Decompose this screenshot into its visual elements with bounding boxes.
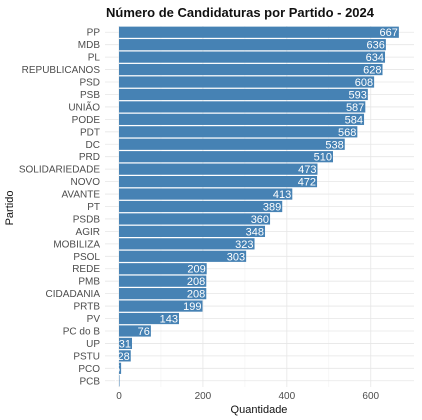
data-label: 28 xyxy=(117,351,129,363)
y-tick-label: PSOL xyxy=(73,252,100,263)
bar xyxy=(119,63,383,76)
bar xyxy=(119,200,283,213)
y-tick-label: PSB xyxy=(80,90,100,101)
data-label: 413 xyxy=(273,189,291,201)
x-tick-label: 200 xyxy=(195,391,212,402)
bar xyxy=(119,101,366,113)
y-tick-label: AGIR xyxy=(76,227,100,238)
y-tick-label: PP xyxy=(87,28,101,39)
y-tick-label: UNIÃO xyxy=(68,100,100,113)
data-label: 634 xyxy=(366,52,384,64)
bar xyxy=(119,325,151,337)
bar xyxy=(119,362,122,374)
bar xyxy=(119,138,345,150)
bar xyxy=(119,337,133,350)
y-tick-label: REDE xyxy=(72,264,100,275)
data-label: 208 xyxy=(187,289,205,301)
bar xyxy=(119,275,207,287)
data-label: 303 xyxy=(227,251,245,263)
data-label: 608 xyxy=(355,77,373,89)
y-tick-label: PCB xyxy=(79,376,100,387)
x-tick-label: 600 xyxy=(362,391,379,402)
y-tick-label: SOLIDARIEDADE xyxy=(19,165,100,176)
data-label: 31 xyxy=(119,338,131,350)
y-tick-label: PV xyxy=(87,314,101,325)
x-axis-title: Quantidade xyxy=(231,404,288,416)
data-label: 1 xyxy=(112,376,118,388)
data-label: 510 xyxy=(314,152,332,164)
y-tick-label: PODE xyxy=(72,115,101,126)
y-axis-tick-labels: PPMDBPLREPUBLICANOSPSDPSBUNIÃOPODEPDTDCP… xyxy=(19,28,101,388)
y-tick-label: MDB xyxy=(78,40,101,51)
data-label: 348 xyxy=(246,226,264,238)
bar xyxy=(119,350,131,362)
y-tick-label: PL xyxy=(88,53,101,64)
bar xyxy=(119,213,271,225)
bar xyxy=(119,375,120,387)
x-axis-tick-labels: 0 200 400 600 xyxy=(116,391,379,402)
bar xyxy=(119,26,399,38)
bar xyxy=(119,39,386,51)
y-tick-label: PMB xyxy=(78,277,100,288)
y-tick-label: AVANTE xyxy=(61,190,100,201)
y-tick-label: PCO xyxy=(78,364,100,375)
y-tick-label: MOBILIZA xyxy=(53,239,100,250)
y-tick-label: PT xyxy=(87,202,100,213)
y-tick-label: NOVO xyxy=(71,177,101,188)
data-label: 628 xyxy=(363,65,381,77)
y-tick-label: UP xyxy=(86,339,100,350)
y-axis-title: Partido xyxy=(4,191,16,226)
y-tick-label: REPUBLICANOS xyxy=(22,65,101,76)
data-label: 472 xyxy=(298,177,316,189)
bar xyxy=(119,163,318,175)
y-tick-label: PRTB xyxy=(74,302,101,313)
x-tick-label: 400 xyxy=(278,391,295,402)
y-tick-label: PSTU xyxy=(73,351,100,362)
data-label: 360 xyxy=(251,214,269,226)
bar xyxy=(119,126,358,138)
bars xyxy=(119,26,399,387)
data-label: 5 xyxy=(114,363,120,375)
bar xyxy=(119,250,247,262)
data-label: 636 xyxy=(367,40,385,52)
bar xyxy=(119,238,255,250)
data-label: 538 xyxy=(325,139,343,151)
bar xyxy=(119,300,203,312)
data-label: 209 xyxy=(187,264,205,276)
data-label: 389 xyxy=(263,202,281,214)
y-tick-label: DC xyxy=(86,140,100,151)
bar xyxy=(119,225,266,237)
bar xyxy=(119,76,375,88)
data-label: 473 xyxy=(298,164,316,176)
bar xyxy=(119,176,318,188)
x-tick-label: 0 xyxy=(116,391,122,402)
bar xyxy=(119,312,180,325)
y-tick-label: PDT xyxy=(80,127,100,138)
data-label: 587 xyxy=(346,102,364,114)
data-label: 143 xyxy=(160,314,178,326)
data-label: 568 xyxy=(338,127,356,139)
data-label: 208 xyxy=(187,276,205,288)
bar xyxy=(119,188,293,200)
data-label: 323 xyxy=(235,239,253,251)
chart-title: Número de Candidaturas por Partido - 202… xyxy=(106,5,375,20)
y-tick-label: PRD xyxy=(79,152,100,163)
bar xyxy=(119,151,333,163)
data-label: 199 xyxy=(183,301,201,313)
data-label: 593 xyxy=(348,89,366,101)
bar xyxy=(119,88,368,101)
bar xyxy=(119,51,386,63)
y-tick-label: PSD xyxy=(79,78,100,89)
bar xyxy=(119,113,365,125)
bar xyxy=(119,263,207,275)
y-tick-label: CIDADANIA xyxy=(46,289,101,300)
data-label: 584 xyxy=(345,114,363,126)
data-label: 76 xyxy=(138,326,150,338)
bar xyxy=(119,288,207,300)
y-tick-label: PC do B xyxy=(63,326,101,337)
data-label: 667 xyxy=(380,27,398,39)
y-tick-label: PSDB xyxy=(73,214,101,225)
